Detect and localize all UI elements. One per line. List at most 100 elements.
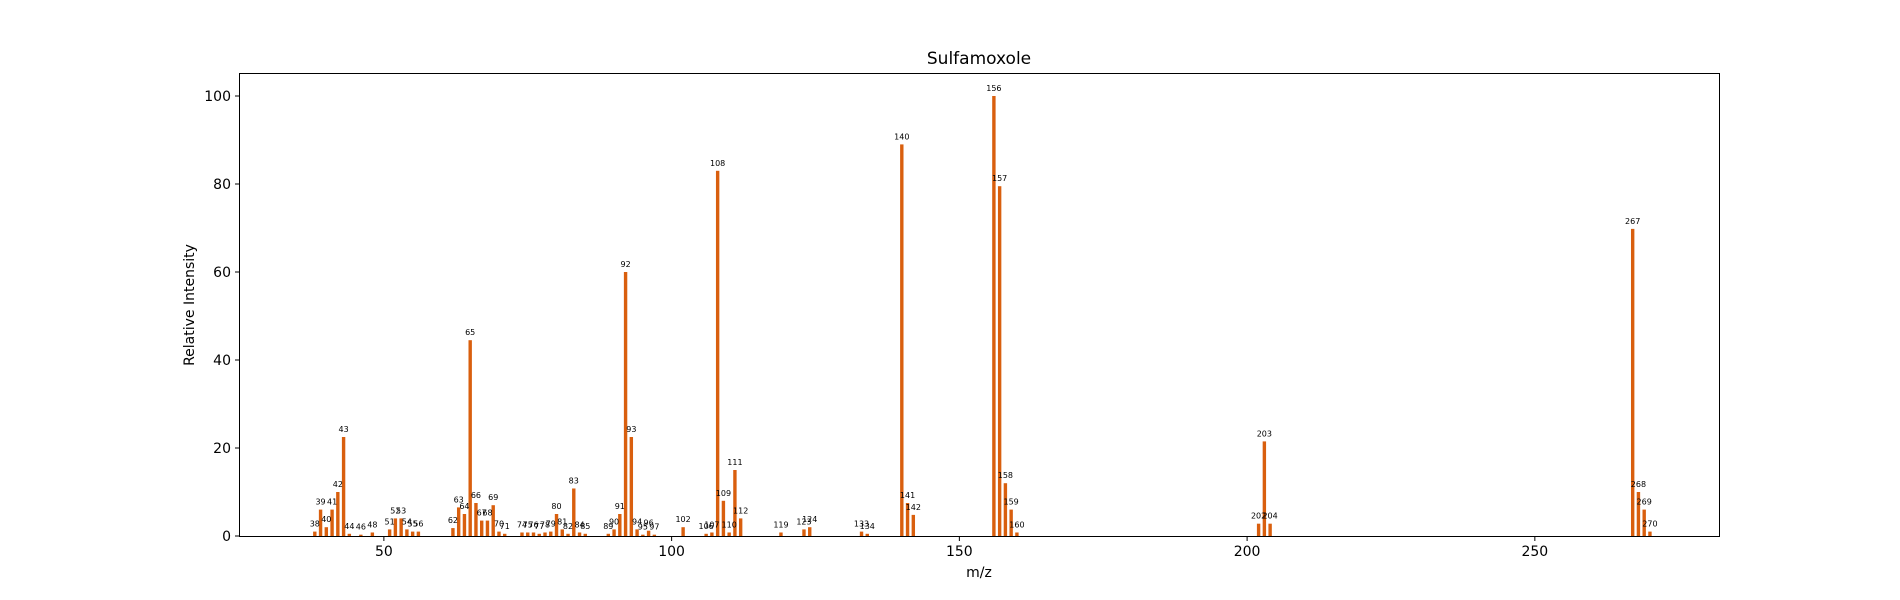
peak-label-159: 159 bbox=[1004, 498, 1019, 507]
peak-label-42: 42 bbox=[333, 480, 343, 489]
peak-bar-46 bbox=[359, 534, 363, 536]
peak-bar-66 bbox=[474, 503, 478, 536]
peak-label-63: 63 bbox=[454, 495, 464, 504]
peak-bar-54 bbox=[405, 529, 409, 536]
peak-bar-41 bbox=[330, 509, 334, 536]
peak-bar-157 bbox=[997, 186, 1002, 536]
peak-label-75: 75 bbox=[523, 520, 533, 529]
x-axis: 50 100 150 200 250 bbox=[375, 536, 1548, 560]
peak-label-119: 119 bbox=[773, 520, 788, 529]
peak-label-96: 96 bbox=[644, 519, 654, 528]
peak-bar-39 bbox=[318, 509, 323, 536]
peak-label-71: 71 bbox=[500, 522, 510, 531]
peak-bar-83 bbox=[572, 488, 576, 536]
x-tick-label-200: 200 bbox=[1234, 544, 1261, 560]
y-tick-label-0: 0 bbox=[222, 529, 231, 545]
peak-label-93: 93 bbox=[626, 425, 636, 434]
peak-bar-71 bbox=[503, 533, 507, 536]
peak-bar-44 bbox=[347, 533, 352, 536]
peak-label-270: 270 bbox=[1642, 520, 1657, 529]
peak-bar-43 bbox=[341, 437, 346, 536]
peak-label-142: 142 bbox=[906, 503, 921, 512]
peak-label-108: 108 bbox=[710, 159, 725, 168]
peak-label-55: 55 bbox=[408, 520, 418, 529]
bars-layer bbox=[313, 96, 1652, 537]
peak-label-48: 48 bbox=[367, 520, 377, 529]
peak-label-160: 160 bbox=[1009, 520, 1024, 529]
peak-label-53: 53 bbox=[396, 506, 406, 515]
peak-label-80: 80 bbox=[551, 502, 561, 511]
peak-bar-63 bbox=[456, 507, 461, 536]
peak-label-202: 202 bbox=[1251, 512, 1266, 521]
peak-label-79: 79 bbox=[546, 520, 556, 529]
peak-bar-74 bbox=[520, 532, 524, 536]
peak-bar-55 bbox=[410, 531, 415, 536]
peak-bar-140 bbox=[900, 144, 904, 536]
peak-label-39: 39 bbox=[315, 498, 325, 507]
peak-label-84: 84 bbox=[574, 520, 584, 529]
peak-label-74: 74 bbox=[517, 520, 527, 529]
peak-bar-124 bbox=[808, 527, 812, 536]
peak-bar-79 bbox=[549, 531, 553, 536]
peak-bar-48 bbox=[370, 532, 375, 536]
peak-bar-156 bbox=[992, 96, 996, 536]
peak-label-268: 268 bbox=[1631, 480, 1646, 489]
peak-label-56: 56 bbox=[413, 520, 423, 529]
peak-label-38: 38 bbox=[310, 520, 320, 529]
peak-bar-96 bbox=[646, 530, 651, 536]
peak-bar-51 bbox=[387, 529, 392, 536]
peak-bar-110 bbox=[727, 532, 731, 536]
peak-bar-89 bbox=[606, 533, 611, 536]
y-tick-label-40: 40 bbox=[213, 353, 231, 369]
peak-bar-76 bbox=[531, 532, 536, 536]
peak-label-40: 40 bbox=[321, 515, 331, 524]
peak-bar-93 bbox=[629, 437, 634, 536]
peak-label-267: 267 bbox=[1625, 217, 1640, 226]
peak-bar-84 bbox=[577, 532, 582, 536]
peak-bar-159 bbox=[1009, 509, 1013, 536]
peak-bar-92 bbox=[623, 272, 628, 536]
peak-label-109: 109 bbox=[716, 489, 731, 498]
peak-bar-38 bbox=[313, 531, 317, 536]
peak-bar-77 bbox=[537, 533, 541, 536]
peak-label-91: 91 bbox=[615, 502, 625, 511]
peak-label-90: 90 bbox=[609, 517, 619, 526]
peak-label-41: 41 bbox=[327, 498, 337, 507]
peak-bar-64 bbox=[462, 514, 467, 536]
peak-label-83: 83 bbox=[569, 476, 579, 485]
peak-bar-108 bbox=[715, 170, 720, 537]
peak-bar-141 bbox=[905, 503, 910, 536]
y-tick-label-100: 100 bbox=[204, 89, 231, 105]
peak-label-70: 70 bbox=[494, 520, 504, 529]
peak-bar-95 bbox=[641, 534, 645, 536]
peak-bar-78 bbox=[543, 532, 547, 536]
peak-bar-270 bbox=[1648, 531, 1652, 536]
peak-label-64: 64 bbox=[459, 502, 469, 511]
peak-label-133: 133 bbox=[854, 520, 869, 529]
peak-label-110: 110 bbox=[722, 520, 737, 529]
peak-label-124: 124 bbox=[802, 515, 817, 524]
y-tick-label-80: 80 bbox=[213, 177, 231, 193]
x-tick-label-150: 150 bbox=[946, 544, 973, 560]
peak-bar-42 bbox=[336, 492, 340, 536]
peak-bar-68 bbox=[485, 520, 490, 536]
y-tick-label-20: 20 bbox=[213, 441, 231, 457]
x-tick-label-250: 250 bbox=[1521, 544, 1548, 560]
peak-label-95: 95 bbox=[638, 523, 648, 532]
y-axis-title: Relative Intensity bbox=[182, 244, 198, 366]
peak-bar-102 bbox=[681, 527, 685, 536]
peak-bar-70 bbox=[497, 531, 501, 536]
peak-bar-81 bbox=[560, 529, 564, 536]
peak-bar-107 bbox=[710, 532, 714, 536]
peak-bar-112 bbox=[738, 518, 743, 536]
peak-label-67: 67 bbox=[477, 509, 487, 518]
peak-bar-119 bbox=[779, 532, 783, 536]
y-tick-label-60: 60 bbox=[213, 265, 231, 281]
peak-bar-56 bbox=[416, 531, 421, 536]
peak-label-123: 123 bbox=[796, 517, 811, 526]
peak-label-51: 51 bbox=[385, 517, 395, 526]
peak-label-85: 85 bbox=[580, 522, 590, 531]
plot-frame bbox=[239, 73, 1720, 537]
peak-bar-158 bbox=[1003, 483, 1008, 536]
